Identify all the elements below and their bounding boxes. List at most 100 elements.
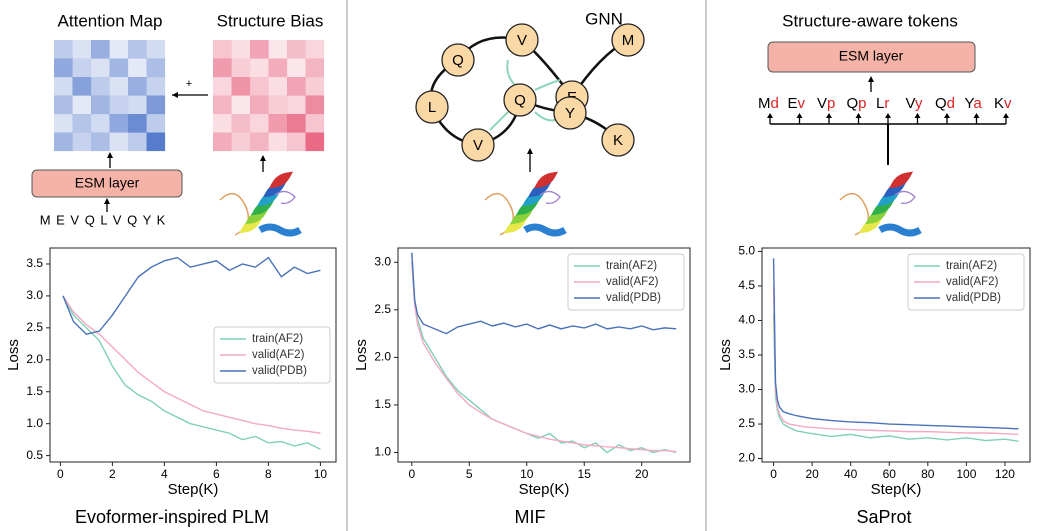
arrowhead bbox=[107, 152, 113, 158]
heat-cell bbox=[250, 77, 269, 96]
heat-cell bbox=[231, 58, 251, 78]
x-tick-label: 80 bbox=[921, 467, 935, 481]
node bbox=[601, 123, 635, 157]
y-tick-label: 2.5 bbox=[26, 320, 43, 334]
sequence: M E V Q L V Q Y K bbox=[40, 212, 167, 227]
helix bbox=[268, 171, 294, 189]
node bbox=[553, 96, 587, 130]
heat-cell bbox=[109, 114, 129, 133]
y-tick-label: 3.0 bbox=[26, 288, 43, 302]
x-tick-label: 0 bbox=[408, 467, 415, 481]
arrowhead bbox=[914, 113, 921, 118]
legend-label: valid(AF2) bbox=[606, 276, 659, 288]
x-tick-label: 10 bbox=[314, 467, 328, 481]
series-line bbox=[62, 295, 321, 434]
esm-box bbox=[31, 169, 183, 198]
legend-label: valid(AF2) bbox=[946, 276, 999, 288]
x-axis-label: Step(K) bbox=[519, 481, 570, 498]
esm-label: ESM layer bbox=[839, 48, 904, 64]
x-tick-label: 8 bbox=[265, 467, 272, 481]
helix bbox=[258, 223, 302, 237]
y-tick-label: 4.0 bbox=[738, 313, 755, 327]
y-tick-label: 3.0 bbox=[374, 254, 391, 268]
series-line bbox=[411, 252, 677, 454]
legend-box bbox=[907, 253, 1025, 311]
node-label: K bbox=[613, 132, 623, 149]
structure-token: p bbox=[827, 95, 835, 112]
coil bbox=[539, 190, 561, 205]
series-line bbox=[772, 285, 1019, 436]
legend-label: train(AF2) bbox=[946, 260, 997, 272]
heat-cell bbox=[231, 40, 251, 59]
y-tick-label: 1.5 bbox=[374, 397, 391, 411]
heat-cell bbox=[91, 58, 110, 78]
protein-structure bbox=[484, 171, 567, 237]
x-axis-label: Step(K) bbox=[871, 481, 922, 498]
heat-cell bbox=[128, 58, 147, 78]
heat-cell bbox=[268, 95, 288, 115]
heat-cell bbox=[109, 132, 129, 152]
heat-cell bbox=[91, 132, 110, 152]
heat-cell bbox=[287, 40, 306, 59]
coil bbox=[274, 190, 296, 205]
heat-cell bbox=[146, 40, 166, 59]
structure-token: d bbox=[947, 95, 955, 112]
heat-cell bbox=[250, 58, 269, 78]
residue: L bbox=[876, 95, 884, 112]
heat-cell bbox=[128, 114, 147, 133]
heat-cell bbox=[54, 58, 73, 78]
residue: M bbox=[758, 95, 771, 112]
series-line bbox=[411, 262, 677, 453]
series-line bbox=[772, 313, 1019, 442]
node bbox=[505, 23, 539, 57]
heat-cell bbox=[268, 132, 288, 152]
y-tick-label: 4.5 bbox=[738, 278, 755, 292]
plus: + bbox=[186, 78, 192, 90]
heat-cell bbox=[287, 95, 306, 115]
x-tick-label: 0 bbox=[57, 467, 64, 481]
heat-cell bbox=[305, 58, 325, 78]
esm-box bbox=[767, 41, 976, 73]
token: Lr bbox=[876, 95, 889, 112]
residue: V bbox=[817, 95, 827, 112]
y-tick-label: 2.5 bbox=[374, 302, 391, 316]
token: Qp bbox=[847, 95, 867, 112]
residue: K bbox=[994, 95, 1004, 112]
coil bbox=[894, 190, 916, 205]
heat-cell bbox=[72, 132, 92, 152]
token: Ev bbox=[788, 95, 806, 112]
heat-cell bbox=[128, 77, 147, 96]
heat-cell bbox=[287, 114, 306, 133]
legend-label: valid(PDB) bbox=[606, 292, 661, 304]
node bbox=[461, 128, 495, 162]
residue: Y bbox=[965, 95, 975, 112]
y-tick-label: 2.0 bbox=[374, 350, 391, 364]
x-tick-label: 60 bbox=[883, 467, 897, 481]
y-tick-label: 2.0 bbox=[738, 451, 755, 465]
heat-cell bbox=[287, 77, 306, 96]
heat-cell bbox=[231, 77, 251, 96]
heat-cell bbox=[72, 114, 92, 133]
caption: Evoformer-inspired PLM bbox=[75, 507, 269, 527]
x-tick-label: 20 bbox=[635, 467, 649, 481]
arrowhead bbox=[767, 113, 773, 118]
heat-cell bbox=[72, 77, 92, 96]
attention-title: Attention Map bbox=[58, 11, 163, 30]
heat-cell bbox=[213, 77, 232, 96]
heat-cell bbox=[146, 58, 166, 78]
y-axis-label: Loss bbox=[353, 339, 370, 371]
heat-cell bbox=[231, 114, 251, 133]
x-tick-label: 100 bbox=[956, 467, 976, 481]
bias-title: Structure Bias bbox=[217, 11, 324, 30]
heat-cell bbox=[146, 114, 166, 133]
structure-bias bbox=[213, 40, 325, 152]
legend-label: train(AF2) bbox=[252, 333, 303, 345]
y-tick-label: 1.5 bbox=[26, 384, 43, 398]
arrowhead bbox=[855, 113, 862, 118]
heat-cell bbox=[91, 40, 110, 59]
tokens-title: Structure-aware tokens bbox=[782, 11, 958, 30]
y-tick-label: 3.0 bbox=[738, 382, 755, 396]
node-label: Q bbox=[452, 52, 464, 69]
residue: Q bbox=[935, 95, 947, 112]
arrowhead bbox=[868, 76, 874, 82]
